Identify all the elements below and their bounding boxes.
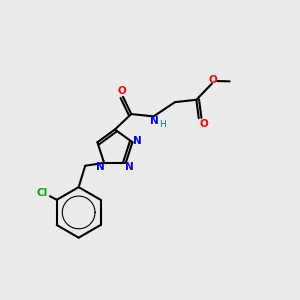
Text: Cl: Cl bbox=[36, 188, 48, 198]
Text: N: N bbox=[134, 136, 142, 146]
Text: N: N bbox=[150, 116, 159, 126]
Text: N: N bbox=[96, 162, 105, 172]
Text: O: O bbox=[208, 75, 217, 85]
Text: O: O bbox=[199, 118, 208, 128]
Text: O: O bbox=[117, 86, 126, 96]
Text: N: N bbox=[125, 162, 134, 172]
Text: H: H bbox=[159, 120, 166, 129]
